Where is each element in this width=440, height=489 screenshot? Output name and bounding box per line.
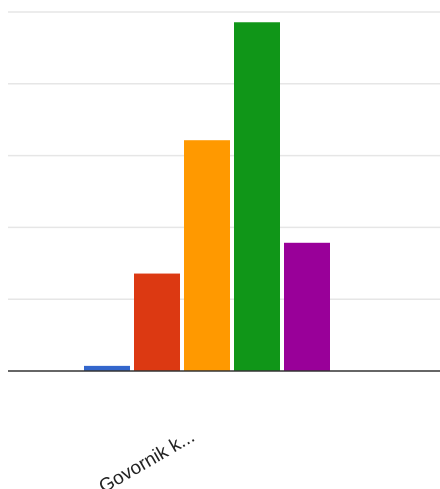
- bar-series-5: [284, 242, 330, 371]
- x-tick-label: Govornik k...: [96, 426, 199, 489]
- bar-series-4: [234, 22, 280, 372]
- bar-series-3: [184, 140, 230, 371]
- bars: [84, 22, 330, 372]
- bar-series-2: [134, 273, 180, 371]
- bar-series-1: [84, 365, 130, 371]
- x-tick-labels: Govornik k...: [96, 426, 199, 489]
